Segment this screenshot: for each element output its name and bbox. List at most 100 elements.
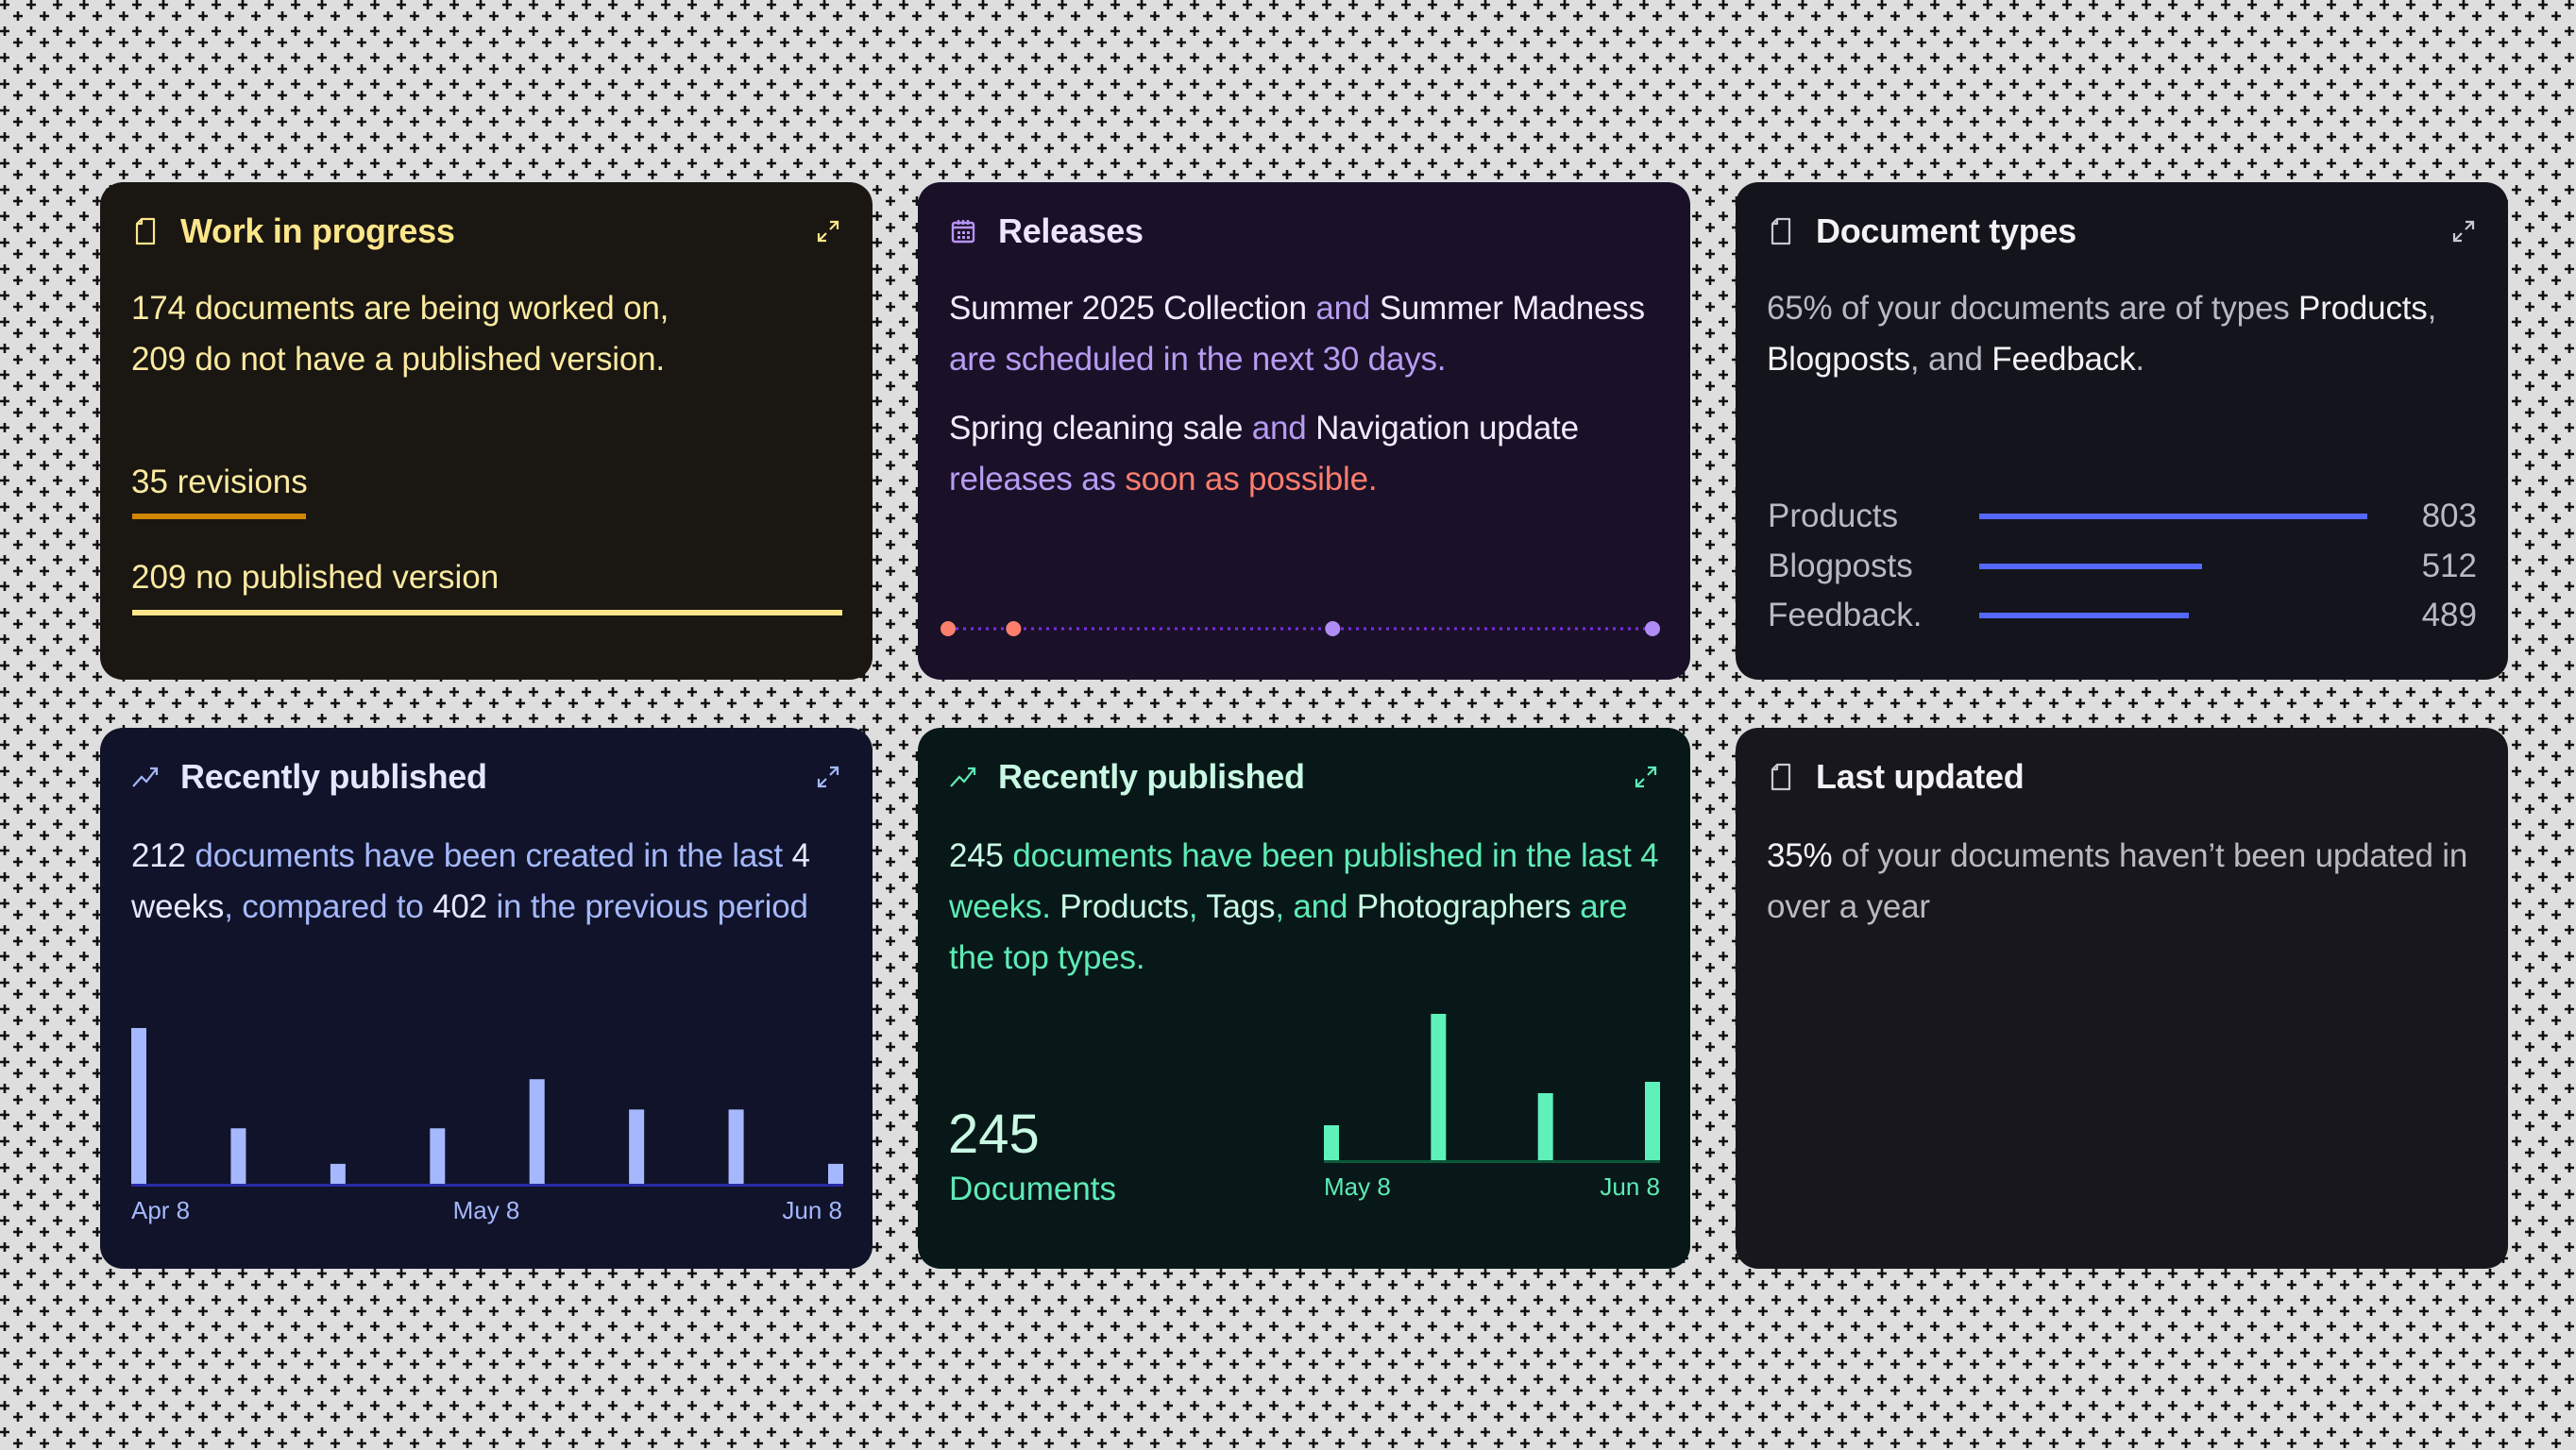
document-icon	[131, 217, 160, 245]
recently-published-card: Recently published 245 documents have be…	[918, 728, 1690, 1269]
no-published-label: 209 no published version	[131, 559, 500, 596]
card-header: Work in progress	[131, 207, 841, 256]
text: are the top types.	[949, 888, 1628, 976]
release-dot-scheduled[interactable]	[1325, 621, 1341, 636]
published-bar-chart	[1324, 1014, 1660, 1163]
card-title: Recently published	[180, 757, 487, 796]
card-title: Last updated	[1816, 757, 2025, 796]
text: , compared to	[224, 888, 433, 925]
type-name: Products	[2298, 290, 2428, 327]
text: documents have been published in the las…	[949, 837, 1659, 925]
type-row[interactable]: Feedback. 489	[1768, 597, 2477, 634]
created-bar-chart	[131, 1028, 843, 1187]
recently-created-card: Recently published 212 documents have be…	[100, 728, 873, 1269]
expand-icon[interactable]	[815, 764, 841, 790]
type-name: Blogposts	[1767, 341, 1910, 378]
type-label: Feedback.	[1768, 597, 1923, 633]
text: , and	[1275, 888, 1357, 925]
text: ,	[2427, 290, 2437, 327]
bar[interactable]	[529, 1079, 545, 1185]
type-label: Blogposts	[1768, 548, 1913, 584]
x-tick-label: May 8	[1324, 1172, 1391, 1201]
card-header: Document types	[1767, 207, 2477, 256]
bar[interactable]	[230, 1128, 246, 1185]
expand-icon[interactable]	[815, 218, 841, 244]
type-bar	[1979, 564, 2202, 569]
type-bar	[1979, 514, 2367, 519]
card-title: Recently published	[998, 757, 1305, 796]
release-link[interactable]: Summer 2025 Collection	[949, 290, 1307, 327]
revisions-bar	[132, 514, 307, 519]
summary-text: 174 documents are being worked on, 209 d…	[131, 283, 844, 385]
bar[interactable]	[828, 1163, 843, 1185]
previous-count: 402	[432, 888, 487, 925]
release-link[interactable]: Spring cleaning sale	[949, 410, 1244, 447]
type-name: Feedback	[1991, 341, 2136, 378]
card-title: Work in progress	[180, 211, 455, 250]
document-types-card: Document types 65% of your documents are…	[1736, 182, 2508, 680]
bar[interactable]	[1645, 1082, 1660, 1161]
no-published-bar-track	[132, 610, 842, 615]
type-row[interactable]: Products 803	[1768, 497, 2477, 535]
x-tick-label: May 8	[452, 1196, 520, 1224]
card-title: Releases	[998, 211, 1144, 250]
x-tick-label: Jun 8	[1600, 1172, 1660, 1201]
text: and	[1243, 410, 1316, 447]
bar[interactable]	[430, 1128, 446, 1185]
summary-line: 209 do not have a published version.	[131, 341, 665, 378]
release-timeline	[941, 621, 1660, 636]
percent: 35%	[1767, 837, 1833, 874]
summary-line: 174 documents are being worked on,	[131, 290, 669, 327]
bar[interactable]	[131, 1028, 146, 1185]
type-row[interactable]: Blogposts 512	[1768, 548, 2477, 585]
type-count: 512	[2421, 548, 2477, 584]
card-header: Last updated	[1767, 752, 2477, 801]
big-number-label: Documents	[949, 1171, 1117, 1207]
count: 212	[131, 837, 186, 874]
release-dot-scheduled[interactable]	[1645, 621, 1660, 636]
bar[interactable]	[1324, 1125, 1339, 1161]
type-label: Products	[1768, 497, 1899, 534]
revisions-label: 35 revisions	[131, 464, 308, 500]
card-header: Recently published	[131, 752, 841, 801]
expand-icon[interactable]	[2450, 218, 2477, 244]
trending-up-icon	[131, 763, 160, 791]
card-title: Document types	[1816, 211, 2076, 250]
bar[interactable]	[728, 1109, 744, 1185]
bar[interactable]	[330, 1163, 346, 1185]
text: , and	[1909, 341, 1992, 378]
created-summary: 212 documents have been created in the l…	[131, 831, 844, 933]
type-name: Products	[1059, 888, 1189, 925]
types-summary: 65% of your documents are of types Produ…	[1767, 283, 2480, 385]
big-number: 245	[948, 1104, 1040, 1165]
text: .	[2135, 341, 2144, 378]
type-name: Photographers	[1356, 888, 1571, 925]
bar[interactable]	[1537, 1093, 1553, 1161]
revisions-bar-track	[132, 514, 842, 519]
release-dot-asap[interactable]	[941, 621, 956, 636]
bar[interactable]	[629, 1109, 645, 1185]
count: 245	[949, 837, 1004, 874]
card-header: Releases	[949, 207, 1659, 256]
text: in the previous period	[486, 888, 808, 925]
text: releases as	[949, 461, 1126, 497]
type-count: 489	[2421, 597, 2477, 633]
releases-card: Releases Summer 2025 Collection and Summ…	[918, 182, 1690, 680]
expand-icon[interactable]	[1633, 764, 1659, 790]
bar[interactable]	[1431, 1014, 1447, 1161]
last-updated-summary: 35% of your documents haven’t been updat…	[1767, 831, 2480, 933]
text: of your documents haven’t been updated i…	[1767, 837, 2468, 925]
release-link[interactable]: Navigation update	[1315, 410, 1579, 447]
release-link[interactable]: Summer Madness	[1379, 290, 1645, 327]
text: documents have been created in the last	[185, 837, 792, 874]
document-icon	[1767, 217, 1795, 245]
releases-text: Summer 2025 Collection and Summer Madnes…	[949, 283, 1662, 523]
x-axis-line	[1324, 1160, 1660, 1163]
type-name: Tags	[1206, 888, 1276, 925]
no-published-bar	[132, 610, 842, 615]
x-tick-label: Apr 8	[131, 1196, 191, 1224]
release-dot-asap[interactable]	[1006, 621, 1022, 636]
x-tick-label: Jun 8	[782, 1196, 842, 1224]
trending-up-icon	[949, 763, 977, 791]
work-in-progress-card: Work in progress 174 documents are being…	[100, 182, 873, 680]
